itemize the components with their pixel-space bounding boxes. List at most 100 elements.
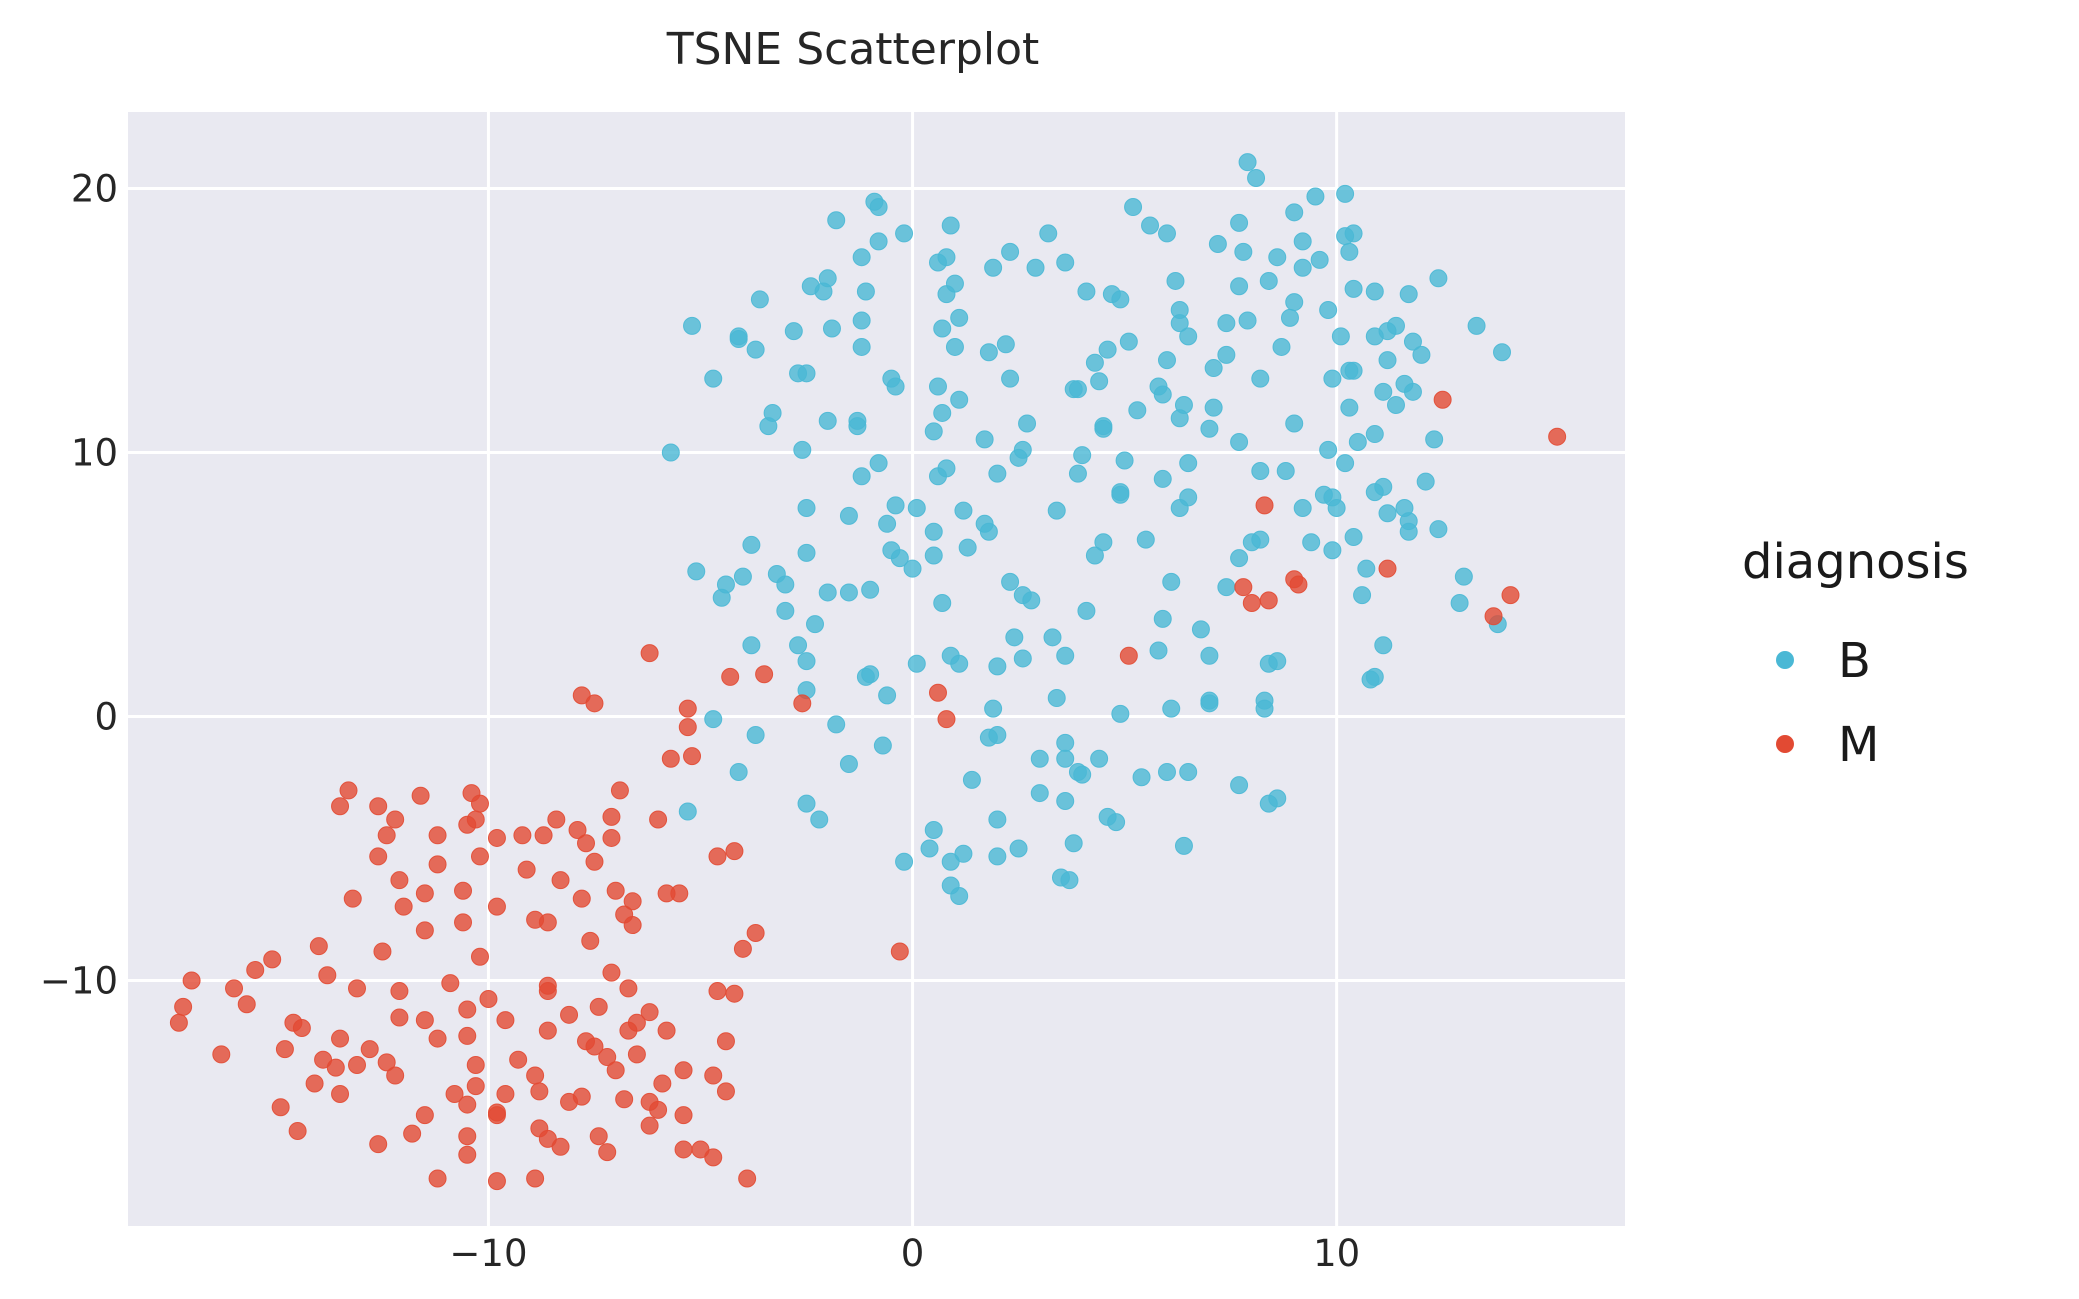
data-point bbox=[1047, 689, 1066, 708]
data-point bbox=[861, 580, 880, 599]
data-point bbox=[797, 794, 816, 813]
data-point bbox=[725, 984, 744, 1003]
data-point bbox=[572, 1087, 591, 1106]
data-point bbox=[746, 340, 765, 359]
data-point bbox=[369, 1135, 388, 1154]
data-point bbox=[890, 549, 909, 568]
data-point bbox=[716, 1032, 735, 1051]
data-point bbox=[1157, 351, 1176, 370]
data-point bbox=[852, 337, 871, 356]
data-point bbox=[568, 821, 587, 840]
data-point bbox=[1238, 153, 1257, 172]
data-point bbox=[1200, 646, 1219, 665]
data-point bbox=[954, 501, 973, 520]
data-point bbox=[415, 1106, 434, 1125]
data-point bbox=[1336, 184, 1355, 203]
data-point bbox=[1018, 414, 1037, 433]
data-point bbox=[390, 871, 409, 890]
data-point bbox=[1030, 749, 1049, 768]
data-point bbox=[1157, 224, 1176, 243]
data-point bbox=[496, 1085, 515, 1104]
data-point bbox=[589, 997, 608, 1016]
data-point bbox=[708, 847, 727, 866]
data-point bbox=[674, 1106, 693, 1125]
data-point bbox=[755, 665, 774, 684]
data-point bbox=[1493, 343, 1512, 362]
data-point bbox=[1022, 591, 1041, 610]
data-point bbox=[996, 335, 1015, 354]
data-point bbox=[1319, 300, 1338, 319]
data-point bbox=[721, 667, 740, 686]
x-tick-label: −10 bbox=[449, 1232, 527, 1275]
data-point bbox=[742, 535, 761, 554]
data-point bbox=[1179, 762, 1198, 781]
data-point bbox=[1306, 187, 1325, 206]
data-point bbox=[729, 330, 748, 349]
data-point bbox=[988, 810, 1007, 829]
data-point bbox=[1403, 332, 1422, 351]
data-point bbox=[856, 282, 875, 301]
data-point bbox=[1174, 836, 1193, 855]
data-point bbox=[1157, 762, 1176, 781]
data-point bbox=[852, 311, 871, 330]
data-point bbox=[653, 1074, 672, 1093]
data-point bbox=[1450, 594, 1469, 613]
data-point bbox=[394, 897, 413, 916]
data-point bbox=[403, 1124, 422, 1143]
data-point bbox=[950, 654, 969, 673]
data-point bbox=[598, 1143, 617, 1162]
data-point bbox=[1357, 559, 1376, 578]
data-point bbox=[1234, 242, 1253, 261]
axis-ticks: −10 0 10 −10 0 10 20 bbox=[40, 168, 1360, 1275]
data-point bbox=[984, 699, 1003, 718]
data-point bbox=[683, 747, 702, 766]
data-point bbox=[937, 710, 956, 729]
data-point bbox=[182, 971, 201, 990]
data-point bbox=[619, 1021, 638, 1040]
data-point bbox=[1179, 454, 1198, 473]
y-tick-label: −10 bbox=[40, 959, 118, 1002]
data-point bbox=[895, 852, 914, 871]
data-point bbox=[1323, 541, 1342, 560]
data-point bbox=[674, 1140, 693, 1159]
data-point bbox=[1013, 440, 1032, 459]
data-point bbox=[1153, 609, 1172, 628]
data-point bbox=[954, 844, 973, 863]
data-point bbox=[678, 699, 697, 718]
data-point bbox=[712, 588, 731, 607]
data-point bbox=[759, 417, 778, 436]
data-point bbox=[1268, 652, 1287, 671]
data-point bbox=[1242, 594, 1261, 613]
data-point bbox=[470, 794, 489, 813]
data-point bbox=[1386, 396, 1405, 415]
data-point bbox=[598, 1048, 617, 1067]
data-point bbox=[1170, 300, 1189, 319]
data-point bbox=[1374, 636, 1393, 655]
data-point bbox=[246, 960, 265, 979]
data-point bbox=[1230, 549, 1249, 568]
data-point bbox=[360, 1040, 379, 1059]
data-point bbox=[839, 506, 858, 525]
data-point bbox=[466, 810, 485, 829]
data-point bbox=[1064, 834, 1083, 853]
legend-marker-M bbox=[1776, 735, 1794, 753]
data-point bbox=[1230, 776, 1249, 795]
data-point bbox=[1319, 440, 1338, 459]
data-point bbox=[1060, 871, 1079, 890]
data-point bbox=[903, 559, 922, 578]
data-point bbox=[861, 665, 880, 684]
data-point bbox=[606, 881, 625, 900]
data-point bbox=[1268, 248, 1287, 267]
data-point bbox=[1174, 396, 1193, 415]
data-point bbox=[377, 1053, 396, 1072]
data-point bbox=[979, 343, 998, 362]
data-point bbox=[950, 887, 969, 906]
data-point bbox=[1548, 427, 1567, 446]
series-B bbox=[661, 153, 1512, 906]
data-point bbox=[1425, 430, 1444, 449]
data-points bbox=[169, 153, 1567, 1191]
data-point bbox=[950, 308, 969, 327]
data-point bbox=[1102, 285, 1121, 304]
data-point bbox=[1166, 271, 1185, 290]
data-point bbox=[479, 989, 498, 1008]
